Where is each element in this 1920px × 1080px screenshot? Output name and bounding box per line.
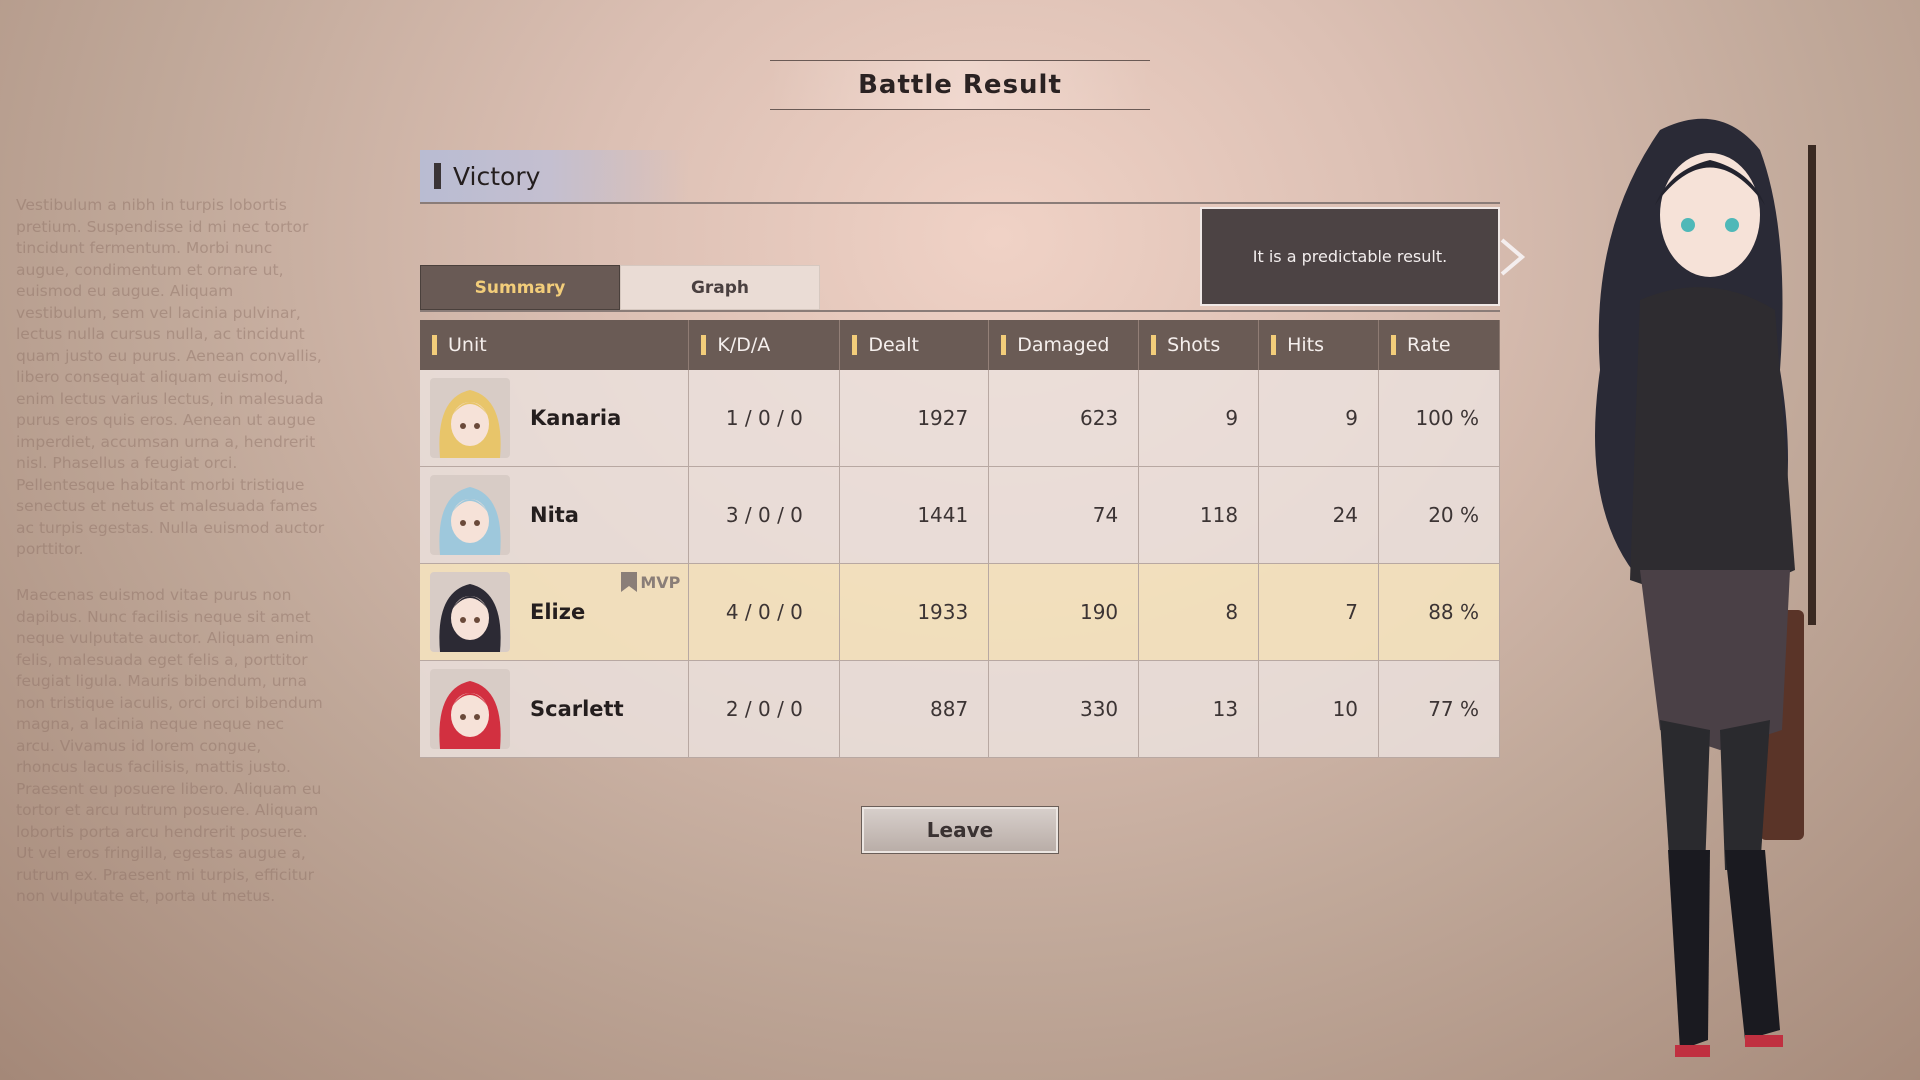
kda-cell: 4 / 0 / 0	[688, 563, 841, 661]
dealt-cell: 1441	[839, 466, 990, 564]
unit-name: Scarlett	[530, 697, 624, 721]
tab-bar: Summary Graph	[420, 265, 820, 310]
dealt-cell: 1927	[839, 370, 990, 467]
tab-summary[interactable]: Summary	[420, 265, 620, 310]
speech-box: It is a predictable result.	[1200, 207, 1500, 306]
unit-name: Kanaria	[530, 406, 622, 430]
unit-name: Nita	[530, 503, 579, 527]
col-rate: Rate	[1378, 320, 1500, 370]
lore-text-2: Maecenas euismod vitae purus non dapibus…	[16, 586, 323, 905]
title-banner: Battle Result	[770, 60, 1150, 110]
hits-cell: 24	[1258, 466, 1380, 564]
table-row: Kanaria 1 / 0 / 0 1927 623 9 9 100 %	[420, 370, 1500, 467]
mvp-label: MVP	[640, 572, 681, 592]
dealt-cell: 887	[839, 660, 990, 758]
page-title: Battle Result	[858, 70, 1062, 100]
chevron-right-icon	[1500, 238, 1526, 276]
rate-cell: 20 %	[1378, 466, 1500, 564]
result-label: Victory	[453, 161, 541, 191]
table-header: Unit K/D/A Dealt Damaged Shots Hits Rate	[420, 320, 1500, 370]
divider	[420, 310, 1500, 312]
kda-cell: 1 / 0 / 0	[688, 370, 841, 467]
tab-graph[interactable]: Graph	[620, 265, 820, 310]
unit-name: Elize	[530, 600, 586, 624]
shots-cell: 118	[1138, 466, 1260, 564]
unit-cell: Kanaria	[420, 370, 690, 467]
unit-avatar	[430, 378, 510, 458]
table-row: Nita 3 / 0 / 0 1441 74 118 24 20 %	[420, 466, 1500, 564]
dealt-cell: 1933	[839, 563, 990, 661]
header-marker	[434, 163, 441, 189]
table-row: Elize MVP 4 / 0 / 0 1933 190 8 7 88 %	[420, 563, 1500, 661]
unit-avatar	[430, 475, 510, 555]
col-unit: Unit	[420, 320, 690, 370]
bookmark-icon	[621, 572, 638, 592]
kda-cell: 3 / 0 / 0	[688, 466, 841, 564]
damaged-cell: 190	[988, 563, 1140, 661]
rate-cell: 100 %	[1378, 370, 1500, 467]
unit-avatar	[430, 572, 510, 652]
shots-cell: 8	[1138, 563, 1260, 661]
lore-text-1: Vestibulum a nibh in turpis lobortis pre…	[16, 196, 325, 558]
character-illustration	[1595, 118, 1816, 1057]
results-table: Unit K/D/A Dealt Damaged Shots Hits Rate…	[420, 320, 1500, 758]
col-shots: Shots	[1138, 320, 1260, 370]
col-kda: K/D/A	[688, 320, 841, 370]
shots-cell: 13	[1138, 660, 1260, 758]
shots-cell: 9	[1138, 370, 1260, 467]
unit-avatar	[430, 669, 510, 749]
kda-cell: 2 / 0 / 0	[688, 660, 841, 758]
hits-cell: 10	[1258, 660, 1380, 758]
mvp-badge: MVP	[621, 572, 680, 592]
rate-cell: 77 %	[1378, 660, 1500, 758]
col-hits: Hits	[1258, 320, 1380, 370]
result-header: Victory	[420, 150, 1500, 204]
damaged-cell: 330	[988, 660, 1140, 758]
unit-cell: Elize MVP	[420, 563, 690, 661]
unit-cell: Scarlett	[420, 660, 690, 758]
col-dealt: Dealt	[839, 320, 990, 370]
rate-cell: 88 %	[1378, 563, 1500, 661]
unit-cell: Nita	[420, 466, 690, 564]
table-row: Scarlett 2 / 0 / 0 887 330 13 10 77 %	[420, 660, 1500, 758]
damaged-cell: 74	[988, 466, 1140, 564]
damaged-cell: 623	[988, 370, 1140, 467]
hits-cell: 7	[1258, 563, 1380, 661]
col-damaged: Damaged	[988, 320, 1140, 370]
leave-button[interactable]: Leave	[861, 806, 1059, 854]
speech-text: It is a predictable result.	[1252, 247, 1448, 266]
hits-cell: 9	[1258, 370, 1380, 467]
